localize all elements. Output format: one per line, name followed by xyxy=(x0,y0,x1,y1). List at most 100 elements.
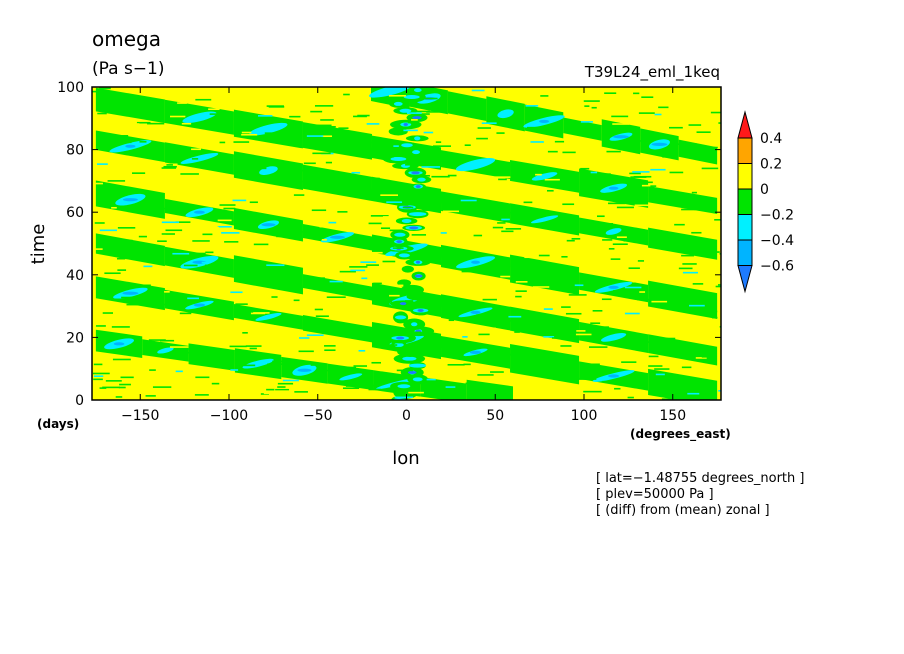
noise-dash xyxy=(606,223,614,225)
noise-dash xyxy=(560,345,572,347)
noise-dash xyxy=(498,178,507,181)
noise-dash xyxy=(239,364,256,367)
convective-column-core xyxy=(393,101,403,106)
noise-dash xyxy=(102,128,118,131)
noise-dash xyxy=(674,223,685,226)
noise-dash xyxy=(665,337,676,340)
noise-dash xyxy=(329,129,344,132)
noise-dash xyxy=(288,387,295,389)
noise-dash xyxy=(123,275,135,278)
noise-dash xyxy=(139,141,147,143)
noise-dash xyxy=(461,270,473,273)
colorbar-label: 0.4 xyxy=(760,131,782,147)
noise-dash xyxy=(272,390,291,392)
noise-dash xyxy=(496,132,505,134)
very-strong-ascent-patch xyxy=(608,186,619,190)
y-tick-label: 60 xyxy=(66,205,84,221)
noise-dash xyxy=(631,341,649,343)
noise-dash xyxy=(317,277,325,279)
noise-dash xyxy=(692,283,704,285)
noise-dash xyxy=(120,376,134,379)
noise-dash xyxy=(611,115,629,118)
noise-dash xyxy=(121,296,139,299)
noise-dash xyxy=(102,386,120,389)
noise-dash xyxy=(583,100,600,102)
noise-dash xyxy=(321,135,333,138)
x-tick-label: 50 xyxy=(486,408,504,424)
noise-dash xyxy=(353,365,368,367)
x-axis: −150 −100 −50 0 50 100 150 xyxy=(121,87,686,424)
noise-dash xyxy=(323,369,336,372)
noise-dash xyxy=(712,316,718,319)
x-axis-label: lon xyxy=(392,448,419,469)
noise-dash xyxy=(473,234,483,237)
noise-dash xyxy=(208,108,220,111)
noise-dash xyxy=(552,337,571,339)
y-tick-label: 80 xyxy=(66,143,84,159)
noise-dash xyxy=(385,300,392,303)
very-strong-ascent-patch xyxy=(471,260,480,264)
noise-dash xyxy=(274,323,292,325)
noise-dash xyxy=(590,171,598,174)
noise-dash xyxy=(691,231,702,234)
convective-column-core xyxy=(401,143,413,148)
noise-dash xyxy=(99,87,111,90)
noise-dash xyxy=(574,284,584,287)
noise-dash xyxy=(306,334,324,337)
noise-dash xyxy=(460,199,477,202)
noise-dash xyxy=(710,111,721,114)
convective-column-core xyxy=(394,232,406,237)
noise-dash xyxy=(431,345,444,347)
noise-dash xyxy=(639,291,646,293)
convective-column-peak xyxy=(409,226,419,230)
noise-dash xyxy=(115,396,123,398)
noise-dash xyxy=(463,363,471,366)
noise-dash xyxy=(339,270,356,273)
noise-dash xyxy=(310,364,326,366)
colorbar-bottom-arrow xyxy=(737,265,753,294)
x-tick-label: −100 xyxy=(210,408,248,424)
colorbar-segment xyxy=(737,239,753,266)
noise-dash xyxy=(315,365,323,368)
noise-dash xyxy=(282,379,299,382)
noise-dash xyxy=(419,113,430,115)
noise-dash xyxy=(612,123,630,125)
noise-dash xyxy=(629,172,641,175)
noise-dash xyxy=(96,163,108,165)
noise-dash xyxy=(584,105,590,107)
noise-dash xyxy=(512,264,524,267)
noise-dash xyxy=(357,377,367,380)
noise-dash xyxy=(275,388,290,391)
noise-dash xyxy=(457,246,473,248)
very-strong-ascent-patch xyxy=(125,144,136,148)
noise-dash xyxy=(449,189,462,192)
noise-dash xyxy=(382,260,396,263)
noise-dash xyxy=(654,113,662,116)
noise-dash xyxy=(701,356,709,358)
noise-dash xyxy=(392,247,404,249)
noise-dash xyxy=(396,369,413,372)
negative-omega-band xyxy=(302,314,372,343)
noise-dash xyxy=(97,112,107,115)
noise-dash xyxy=(638,112,655,114)
noise-dash xyxy=(263,392,275,395)
noise-dash xyxy=(574,126,590,129)
noise-dash xyxy=(310,110,323,113)
noise-dash xyxy=(497,222,506,224)
noise-dash xyxy=(589,346,608,348)
noise-dash xyxy=(477,127,491,129)
noise-dash xyxy=(420,343,431,346)
noise-dash xyxy=(191,158,199,160)
convective-column-core xyxy=(403,95,420,100)
noise-dash xyxy=(485,327,496,330)
noise-dash xyxy=(219,204,236,206)
noise-dash xyxy=(157,234,166,237)
noise-dash xyxy=(691,191,697,194)
noise-dash xyxy=(277,386,286,388)
noise-dash xyxy=(143,265,153,268)
colorbar-segment xyxy=(737,137,753,164)
noise-dash xyxy=(554,140,565,143)
noise-dash xyxy=(540,95,549,97)
noise-dash xyxy=(650,168,666,171)
noise-dash xyxy=(655,373,665,376)
